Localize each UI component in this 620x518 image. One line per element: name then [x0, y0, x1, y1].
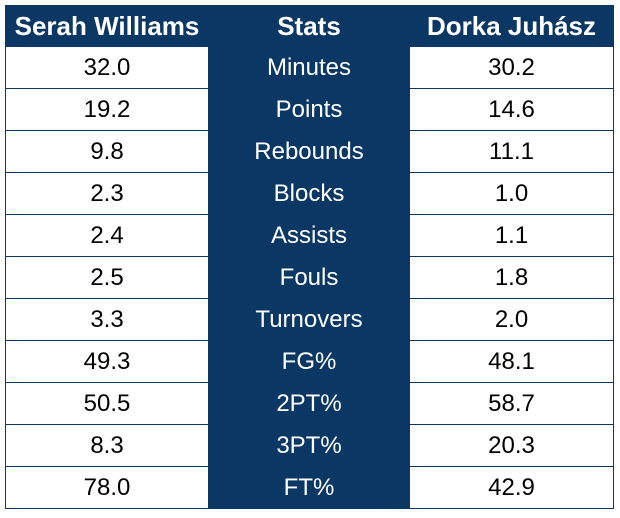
right-player-name: Dorka Juhász — [409, 5, 614, 47]
stat-label: Rebounds — [208, 130, 410, 173]
table-header: Serah Williams Stats Dorka Juhász — [5, 5, 614, 47]
left-player-value: 2.3 — [5, 172, 209, 215]
table-body: 32.0 Minutes 30.2 19.2 Points 14.6 9.8 R… — [5, 46, 614, 509]
left-player-value: 8.3 — [5, 424, 209, 467]
left-player-value: 50.5 — [5, 382, 209, 425]
stat-label: FT% — [208, 466, 410, 509]
player-comparison-table: Serah Williams Stats Dorka Juhász 32.0 M… — [5, 5, 614, 509]
stats-column-header: Stats — [208, 5, 410, 47]
left-player-value: 78.0 — [5, 466, 209, 509]
left-player-value: 49.3 — [5, 340, 209, 383]
stat-label: Points — [208, 88, 410, 131]
table-row: 49.3 FG% 48.1 — [5, 340, 614, 383]
right-player-value: 48.1 — [409, 340, 614, 383]
right-player-value: 14.6 — [409, 88, 614, 131]
stat-label: 3PT% — [208, 424, 410, 467]
left-player-value: 3.3 — [5, 298, 209, 341]
right-player-value: 1.0 — [409, 172, 614, 215]
table-row: 2.5 Fouls 1.8 — [5, 256, 614, 299]
stat-label: Minutes — [208, 46, 410, 89]
right-player-value: 20.3 — [409, 424, 614, 467]
table-row: 19.2 Points 14.6 — [5, 88, 614, 131]
right-player-value: 2.0 — [409, 298, 614, 341]
left-player-value: 2.5 — [5, 256, 209, 299]
stat-label: 2PT% — [208, 382, 410, 425]
right-player-value: 11.1 — [409, 130, 614, 173]
table-row: 8.3 3PT% 20.3 — [5, 424, 614, 467]
stat-label: Turnovers — [208, 298, 410, 341]
table-row: 3.3 Turnovers 2.0 — [5, 298, 614, 341]
table-row: 32.0 Minutes 30.2 — [5, 46, 614, 89]
stat-label: Fouls — [208, 256, 410, 299]
stat-label: Assists — [208, 214, 410, 257]
table-row: 78.0 FT% 42.9 — [5, 466, 614, 509]
table-row: 50.5 2PT% 58.7 — [5, 382, 614, 425]
stat-label: Blocks — [208, 172, 410, 215]
left-player-value: 19.2 — [5, 88, 209, 131]
table-row: 2.4 Assists 1.1 — [5, 214, 614, 257]
table-row: 9.8 Rebounds 11.1 — [5, 130, 614, 173]
right-player-value: 30.2 — [409, 46, 614, 89]
table-row: 2.3 Blocks 1.0 — [5, 172, 614, 215]
right-player-value: 1.1 — [409, 214, 614, 257]
header-row: Serah Williams Stats Dorka Juhász — [5, 5, 614, 47]
right-player-value: 42.9 — [409, 466, 614, 509]
left-player-value: 32.0 — [5, 46, 209, 89]
left-player-value: 2.4 — [5, 214, 209, 257]
left-player-name: Serah Williams — [5, 5, 209, 47]
right-player-value: 58.7 — [409, 382, 614, 425]
left-player-value: 9.8 — [5, 130, 209, 173]
stat-label: FG% — [208, 340, 410, 383]
right-player-value: 1.8 — [409, 256, 614, 299]
